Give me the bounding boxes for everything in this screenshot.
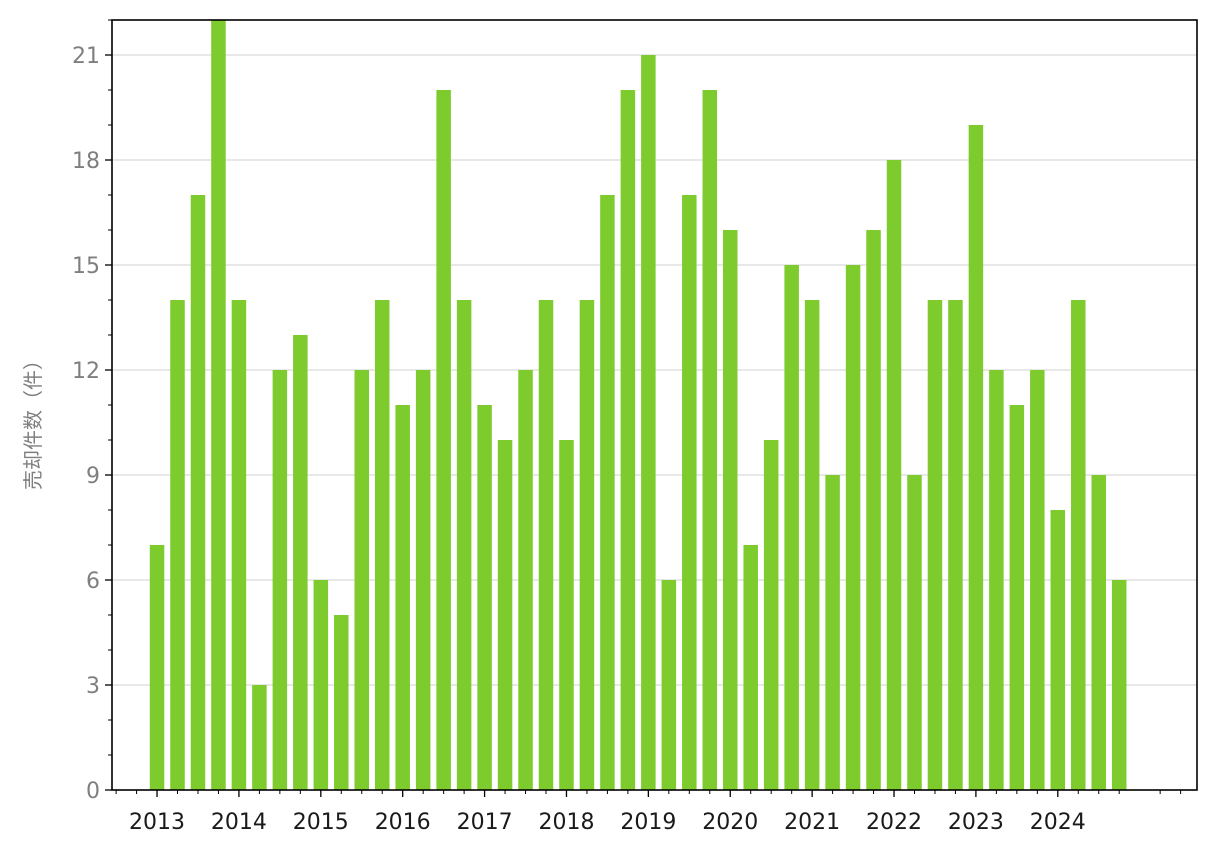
bar: [1009, 405, 1025, 790]
bar: [436, 90, 451, 790]
bar: [804, 300, 820, 790]
bar: [641, 55, 656, 790]
x-tick-label: 2024: [1030, 810, 1086, 835]
bar: [272, 370, 288, 790]
y-tick-label: 9: [86, 464, 100, 489]
bar: [989, 370, 1004, 790]
y-tick-label: 15: [72, 254, 100, 279]
bar: [661, 580, 677, 790]
bar: [1091, 475, 1106, 790]
bar: [538, 300, 554, 790]
bar: [477, 405, 492, 790]
bar: [231, 300, 247, 790]
bar: [886, 160, 902, 790]
bar: [559, 440, 574, 790]
bar: [743, 545, 758, 790]
y-tick-label: 0: [86, 779, 100, 804]
x-tick-label: 2013: [129, 810, 185, 835]
bar: [313, 580, 329, 790]
bar: [456, 300, 472, 790]
x-tick-label: 2017: [457, 810, 513, 835]
bar: [1111, 580, 1127, 790]
bar: [763, 440, 779, 790]
bar: [784, 265, 799, 790]
x-tick-label: 2023: [948, 810, 1004, 835]
y-tick-label: 3: [86, 674, 100, 699]
bar: [252, 685, 267, 790]
bar: [211, 20, 226, 790]
bar: [374, 300, 390, 790]
bar: [395, 405, 410, 790]
bar: [579, 300, 595, 790]
bar: [354, 370, 370, 790]
x-tick-label: 2019: [620, 810, 676, 835]
x-axis: 2013 2014 2015 2016 2017 2018 2019 2020 2021 2022…: [115, 790, 1182, 835]
bar: [1071, 300, 1086, 790]
bar: [845, 265, 861, 790]
x-tick-label: 2014: [211, 810, 267, 835]
bar: [722, 230, 738, 790]
y-tick-label: 21: [72, 44, 100, 69]
bar: [149, 545, 165, 790]
y-tick-label: 12: [72, 359, 100, 384]
bar: [825, 475, 840, 790]
y-axis: 0 3 6 9 12 15 18 21: [72, 19, 112, 804]
bar: [497, 440, 513, 790]
bar: [968, 125, 984, 790]
x-tick-label: 2022: [866, 810, 922, 835]
bar: [682, 195, 697, 790]
bar: [190, 195, 206, 790]
bar: [600, 195, 615, 790]
x-tick-label: 2021: [784, 810, 840, 835]
bar: [907, 475, 922, 790]
bar: [518, 370, 533, 790]
bar: [415, 370, 431, 790]
x-tick-label: 2015: [293, 810, 349, 835]
y-tick-label: 18: [72, 149, 100, 174]
bar: [293, 335, 308, 790]
bar: [866, 230, 881, 790]
bar: [948, 300, 963, 790]
x-tick-label: 2020: [702, 810, 758, 835]
x-tick-label: 2018: [538, 810, 594, 835]
bars: [149, 20, 1127, 790]
bar: [702, 90, 718, 790]
bar: [334, 615, 349, 790]
bar: [170, 300, 185, 790]
x-tick-label: 2016: [375, 810, 431, 835]
y-axis-label: 売却件数（件）: [21, 350, 45, 490]
bar: [1050, 510, 1066, 790]
bar: [927, 300, 943, 790]
y-tick-label: 6: [86, 569, 100, 594]
bar: [620, 90, 636, 790]
bar: [1030, 370, 1045, 790]
